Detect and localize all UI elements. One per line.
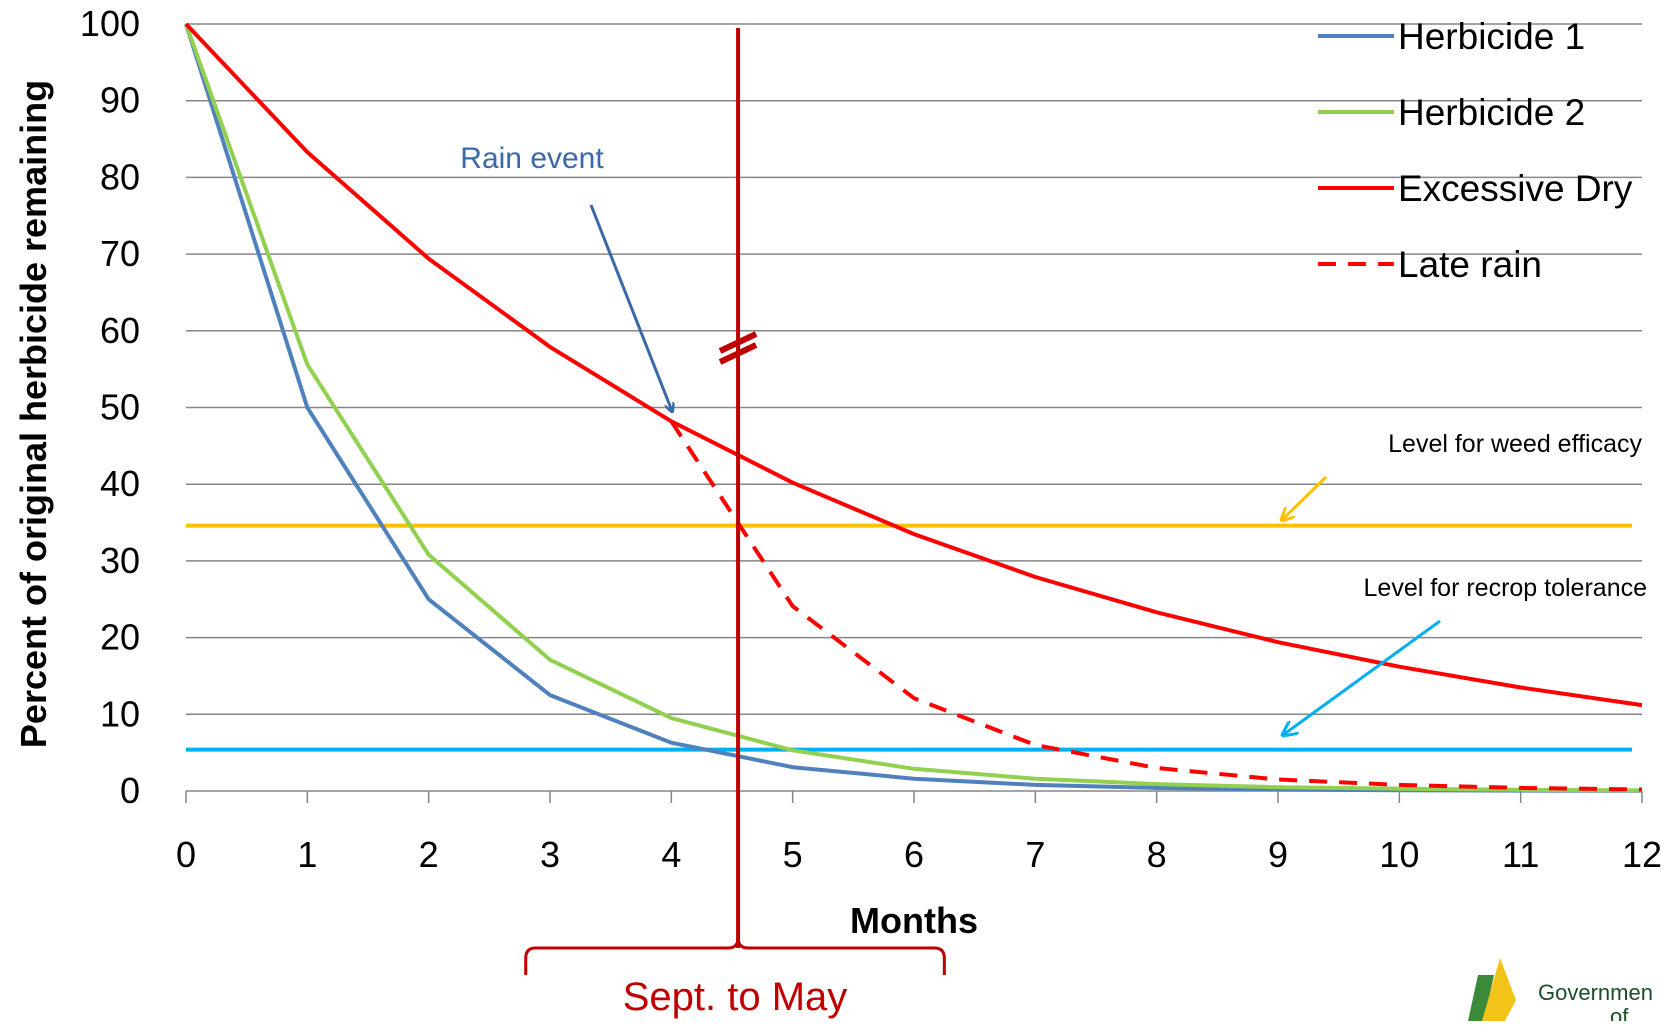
break-mark [718, 331, 758, 354]
bracket [524, 937, 946, 975]
y-tick-label: 60 [100, 310, 140, 351]
y-tick-label: 20 [100, 617, 140, 658]
y-tick-label: 80 [100, 156, 140, 197]
x-tick-label: 11 [1502, 834, 1539, 875]
y-tick-label: 30 [100, 540, 140, 581]
weed-efficacy-label: Level for weed efficacy [1388, 430, 1642, 458]
rain-event-label: Rain event [460, 142, 604, 175]
y-tick-label: 90 [100, 80, 140, 121]
x-tick-label: 9 [1268, 834, 1288, 875]
series-line [184, 23, 1643, 793]
government-logo: Governmen of [1468, 958, 1653, 1026]
sept-to-may-label: Sept. to May [623, 975, 848, 1019]
legend-label: Excessive Dry [1398, 168, 1633, 209]
x-tick-label: 3 [540, 834, 560, 875]
legend-layer: Herbicide 1 Herbicide 2 Excessive Dry Late … [1318, 16, 1633, 285]
weed-efficacy-arrow [1282, 475, 1328, 520]
series-layer [184, 22, 1643, 793]
rain-event-arrow [589, 204, 672, 411]
y-axis-title: Percent of original herbicide remaining [13, 80, 54, 748]
logo-text-line2: of [1610, 1004, 1629, 1021]
recrop-tolerance-label: Level for recrop tolerance [1364, 574, 1647, 602]
x-tick-label: 12 [1622, 834, 1662, 875]
x-axis-title: Months [850, 900, 978, 941]
x-tick-label: 6 [904, 834, 924, 875]
logo-yellow-leaf [1482, 958, 1516, 1021]
y-tick-label: 10 [100, 693, 140, 734]
grid-layer [186, 23, 1642, 792]
legend-label: Late rain [1398, 244, 1542, 285]
logo-green-leaf [1468, 975, 1494, 1021]
series-line [184, 22, 1643, 708]
annotation-layer [589, 204, 1441, 735]
x-tick-label: 0 [176, 834, 196, 875]
x-tick-label: 7 [1025, 834, 1045, 875]
series-line [669, 420, 1643, 792]
break-mark [718, 342, 758, 365]
x-tick-label: 2 [419, 834, 439, 875]
marker-layer [524, 28, 946, 975]
x-tick-label: 1 [297, 834, 317, 875]
recrop-tolerance-arrow [1283, 619, 1441, 735]
y-tick-label: 0 [120, 770, 140, 811]
reference-lines-layer [186, 523, 1632, 752]
logo-text-line1: Governmen [1538, 980, 1653, 1005]
x-tick-label: 5 [783, 834, 803, 875]
y-tick-label: 70 [100, 233, 140, 274]
x-tick-label: 10 [1379, 834, 1419, 875]
x-tick-label: 4 [661, 834, 681, 875]
y-tick-label: 40 [100, 463, 140, 504]
y-tick-label: 100 [80, 3, 140, 44]
x-tick-label: 8 [1147, 834, 1167, 875]
legend-label: Herbicide 2 [1398, 92, 1585, 133]
y-tick-label: 50 [100, 387, 140, 428]
legend-label: Herbicide 1 [1398, 16, 1585, 57]
